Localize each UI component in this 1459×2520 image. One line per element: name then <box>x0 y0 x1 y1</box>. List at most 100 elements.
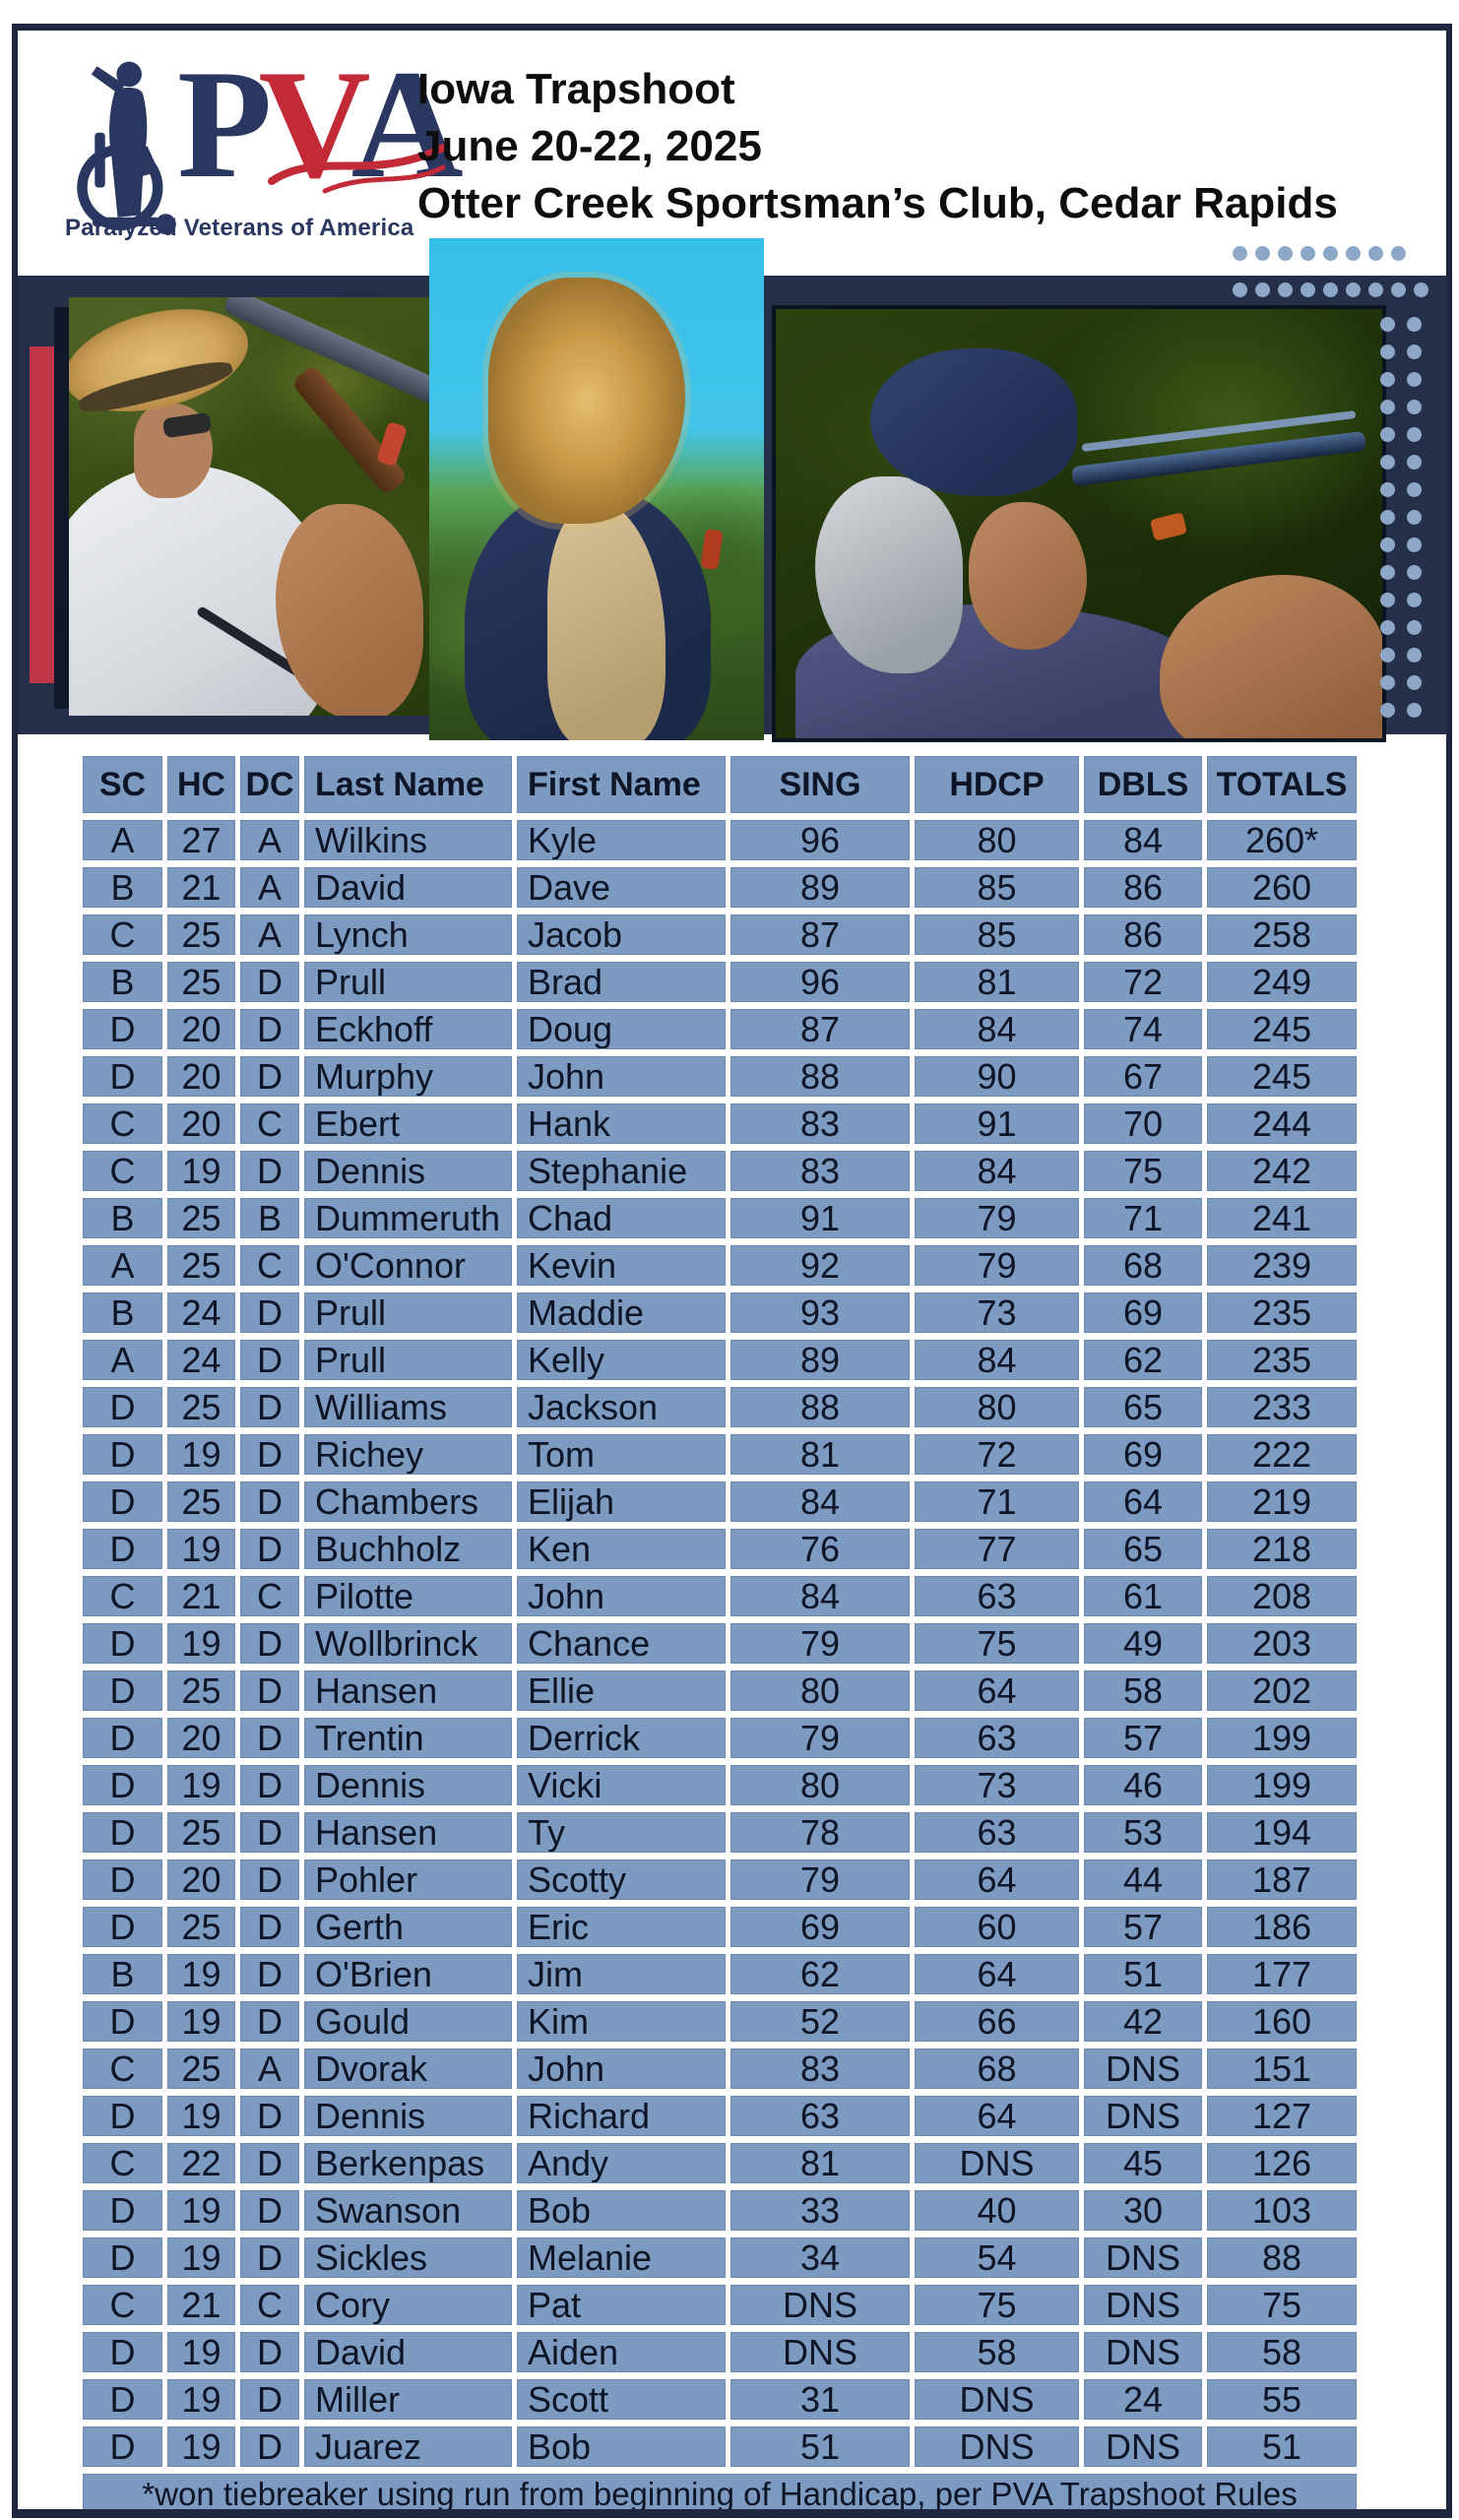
dot <box>1300 283 1315 297</box>
cell-dc: D <box>240 1481 299 1522</box>
cell-sing: 52 <box>730 2001 910 2042</box>
cell-dc: D <box>240 1387 299 1427</box>
dot <box>1380 372 1395 387</box>
cell-dbls: DNS <box>1084 2285 1202 2325</box>
cell-hdcp: 64 <box>915 2096 1079 2136</box>
dot <box>1346 283 1361 297</box>
cell-sing: 83 <box>730 1103 910 1144</box>
cell-last-name: Dennis <box>304 1765 512 1805</box>
cell-sing: 93 <box>730 1292 910 1333</box>
cell-sc: A <box>83 1340 162 1380</box>
cell-last-name: Pohler <box>304 1859 512 1900</box>
cell-totals: 244 <box>1207 1103 1357 1144</box>
cell-hc: 19 <box>167 2237 235 2278</box>
cell-sc: A <box>83 820 162 860</box>
cell-first-name: Ellie <box>517 1670 726 1711</box>
cell-dc: D <box>240 1765 299 1805</box>
cell-sc: C <box>83 914 162 955</box>
dot <box>1380 648 1395 662</box>
cell-sc: D <box>83 1623 162 1664</box>
cell-hc: 19 <box>167 2001 235 2042</box>
cell-sc: D <box>83 1009 162 1049</box>
cell-dc: D <box>240 2237 299 2278</box>
cell-sing: 63 <box>730 2096 910 2136</box>
cell-last-name: Richey <box>304 1434 512 1475</box>
cell-sc: D <box>83 1387 162 1427</box>
cell-dc: D <box>240 1056 299 1097</box>
cell-dc: C <box>240 1245 299 1286</box>
cell-dbls: 67 <box>1084 1056 1202 1097</box>
cell-sing: 91 <box>730 1198 910 1238</box>
cell-dbls: 44 <box>1084 1859 1202 1900</box>
cell-sing: 83 <box>730 1151 910 1191</box>
cell-last-name: Lynch <box>304 914 512 955</box>
cell-sc: D <box>83 1859 162 1900</box>
cell-hdcp: 79 <box>915 1245 1079 1286</box>
cell-totals: 218 <box>1207 1529 1357 1569</box>
cell-last-name: O'Brien <box>304 1954 512 1994</box>
cell-last-name: Gerth <box>304 1907 512 1947</box>
cell-sing: 80 <box>730 1670 910 1711</box>
cell-hdcp: 66 <box>915 2001 1079 2042</box>
event-name: Iowa Trapshoot <box>417 65 735 113</box>
cell-dbls: 57 <box>1084 1907 1202 1947</box>
cell-last-name: Dummeruth <box>304 1198 512 1238</box>
cell-hdcp: 63 <box>915 1576 1079 1616</box>
cell-sing: 34 <box>730 2237 910 2278</box>
cell-dc: D <box>240 1859 299 1900</box>
cell-hc: 22 <box>167 2143 235 2183</box>
cell-first-name: Jim <box>517 1954 726 1994</box>
cell-dbls: 62 <box>1084 1340 1202 1380</box>
cell-totals: 75 <box>1207 2285 1357 2325</box>
cell-hdcp: 58 <box>915 2332 1079 2372</box>
cell-sing: 89 <box>730 1340 910 1380</box>
cell-totals: 127 <box>1207 2096 1357 2136</box>
dot <box>1255 283 1270 297</box>
column-header-dbls: DBLS <box>1084 756 1202 813</box>
cell-dc: D <box>240 1292 299 1333</box>
results-table: SC HC DC Last Name First Name SING HDCP DBLS TOT… <box>83 756 1357 2514</box>
cell-totals: 187 <box>1207 1859 1357 1900</box>
cell-dc: D <box>240 2143 299 2183</box>
cell-hc: 20 <box>167 1859 235 1900</box>
cell-totals: 199 <box>1207 1718 1357 1758</box>
cell-sc: C <box>83 2048 162 2089</box>
cell-first-name: Elijah <box>517 1481 726 1522</box>
cell-sing: 81 <box>730 1434 910 1475</box>
cell-hc: 20 <box>167 1009 235 1049</box>
cell-hc: 19 <box>167 1765 235 1805</box>
cell-last-name: Hansen <box>304 1670 512 1711</box>
cell-hc: 19 <box>167 2096 235 2136</box>
cell-sc: C <box>83 1576 162 1616</box>
cell-totals: 202 <box>1207 1670 1357 1711</box>
cell-hdcp: DNS <box>915 2379 1079 2420</box>
cell-totals: 260 <box>1207 867 1357 908</box>
cell-dbls: 64 <box>1084 1481 1202 1522</box>
cell-totals: 235 <box>1207 1292 1357 1333</box>
cell-sing: 96 <box>730 962 910 1002</box>
cell-sing: 51 <box>730 2426 910 2467</box>
cell-hc: 19 <box>167 1954 235 1994</box>
navy-ball-cap <box>870 348 1077 496</box>
cell-hdcp: 63 <box>915 1718 1079 1758</box>
dot <box>1380 675 1395 690</box>
cell-hdcp: 84 <box>915 1151 1079 1191</box>
cell-totals: 203 <box>1207 1623 1357 1664</box>
cell-dbls: 65 <box>1084 1387 1202 1427</box>
cell-totals: 199 <box>1207 1765 1357 1805</box>
dot <box>1380 455 1395 470</box>
cell-dc: C <box>240 1576 299 1616</box>
cell-dbls: 49 <box>1084 1623 1202 1664</box>
cell-dbls: 61 <box>1084 1576 1202 1616</box>
dot <box>1414 283 1428 297</box>
cell-dc: D <box>240 2379 299 2420</box>
cell-hc: 19 <box>167 1434 235 1475</box>
cell-sing: 88 <box>730 1387 910 1427</box>
cell-hc: 25 <box>167 1198 235 1238</box>
pva-logo: P V A Paralyzed Veterans of America <box>63 47 464 260</box>
dot <box>1368 283 1383 297</box>
cell-hc: 19 <box>167 2190 235 2231</box>
cell-last-name: Dvorak <box>304 2048 512 2089</box>
cell-dc: A <box>240 2048 299 2089</box>
dot <box>1380 510 1395 525</box>
